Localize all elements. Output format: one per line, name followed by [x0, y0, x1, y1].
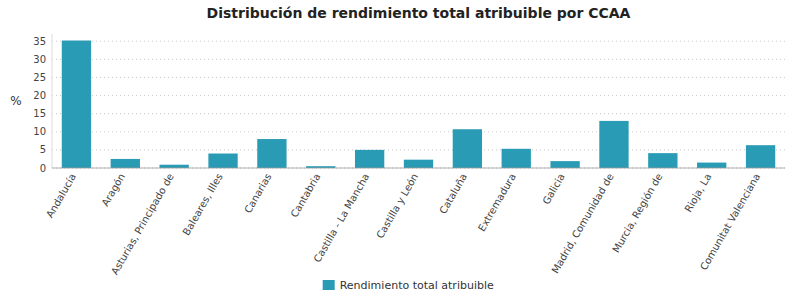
bar[interactable]	[697, 163, 726, 168]
bar[interactable]	[404, 160, 433, 168]
y-tick-label: 15	[33, 108, 46, 119]
x-axis-line	[52, 168, 785, 169]
x-tick-label: Cantabria	[289, 172, 323, 220]
chart: Distribución de rendimiento total atribu…	[0, 0, 800, 300]
x-tick-label: Extremadura	[476, 172, 518, 234]
bar[interactable]	[62, 41, 91, 168]
bar[interactable]	[208, 154, 237, 168]
y-tick-label: 35	[33, 36, 46, 47]
y-tick-label: 25	[33, 72, 46, 83]
bar[interactable]	[502, 149, 531, 168]
legend-swatch	[323, 280, 335, 290]
grid-line	[52, 131, 785, 132]
x-tick-label: Castilla - La Mancha	[312, 172, 372, 265]
x-tick-label: Aragón	[100, 172, 127, 209]
grid-line	[52, 95, 785, 96]
bar[interactable]	[111, 159, 140, 168]
grid-line	[52, 168, 785, 169]
bar[interactable]	[746, 145, 775, 168]
y-tick-label: 5	[40, 144, 46, 155]
x-tick-label: Madrid, Comunidad de	[549, 172, 615, 276]
bar[interactable]	[648, 153, 677, 168]
x-tick-label: Murcia, Región de	[610, 172, 664, 255]
title: Distribución de rendimiento total atribu…	[207, 5, 631, 21]
y-grid: 0 5 10 15 20 25 30 35	[33, 36, 785, 174]
y-tick-label: 30	[33, 54, 46, 65]
y-tick-label: 0	[40, 163, 46, 174]
x-tick-label: Cataluña	[437, 172, 469, 216]
grid-line	[52, 77, 785, 78]
x-tick-label: Andalucía	[44, 172, 78, 220]
x-tick-label: Baleares, Illes	[180, 171, 224, 237]
grid-line	[52, 113, 785, 114]
bar[interactable]	[550, 161, 579, 168]
bar[interactable]	[599, 121, 628, 168]
x-tick-label: Asturias, Principado de	[109, 172, 176, 277]
y-tick-label: 20	[33, 90, 46, 101]
x-tick-label: Rioja, La	[682, 172, 713, 215]
y-axis-label: %	[10, 94, 21, 108]
y-axis-line	[52, 34, 53, 168]
legend: Rendimiento total atribuible	[323, 279, 494, 292]
legend-label: Rendimiento total atribuible	[340, 279, 494, 292]
bars	[62, 41, 775, 168]
grid-line	[52, 59, 785, 60]
bar[interactable]	[160, 165, 189, 168]
bar[interactable]	[355, 150, 384, 168]
y-tick-label: 10	[33, 126, 46, 137]
x-tick-label: Canarias	[242, 172, 273, 215]
grid-line	[52, 41, 785, 42]
chart-container: Distribución de rendimiento total atribu…	[0, 0, 800, 300]
x-tick-label: Galicia	[540, 172, 566, 207]
x-tick-labels: Andalucía AragónAsturias, Principado deBa…	[44, 171, 762, 276]
x-tick-label: Comunitat Valenciana	[698, 172, 762, 273]
bar[interactable]	[453, 129, 482, 168]
grid-line	[52, 149, 785, 150]
x-tick-label: Castilla y León	[374, 172, 420, 241]
bar[interactable]	[257, 139, 286, 168]
